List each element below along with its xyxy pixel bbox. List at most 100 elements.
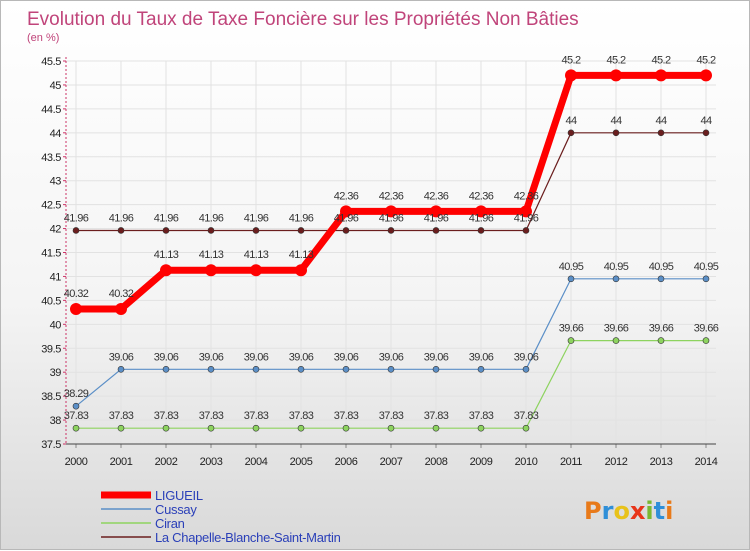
data-label: 44 <box>610 115 622 127</box>
series-lines <box>70 69 712 432</box>
data-point <box>297 366 305 373</box>
x-tick-label: 2000 <box>65 456 88 468</box>
x-tick-label: 2001 <box>110 456 133 468</box>
data-label: 39.06 <box>469 351 494 363</box>
data-label: 41.13 <box>244 249 269 261</box>
x-tick-label: 2013 <box>650 456 673 468</box>
x-tick-label: 2012 <box>605 456 628 468</box>
data-label: 41.96 <box>199 212 224 224</box>
x-tick-label: 2003 <box>200 456 223 468</box>
data-point <box>117 366 125 373</box>
data-label: 45.2 <box>561 54 580 66</box>
data-label: 41.13 <box>289 249 314 261</box>
data-point <box>252 366 260 373</box>
x-tick-label: 2005 <box>290 456 313 468</box>
data-label: 44 <box>655 115 667 127</box>
x-tick-label: 2009 <box>470 456 493 468</box>
legend-item: LIGUEIL <box>101 488 203 503</box>
data-point <box>387 424 395 432</box>
data-point <box>520 205 532 218</box>
data-label: 37.83 <box>199 410 224 422</box>
data-label: 39.06 <box>199 351 224 363</box>
legend-item: Cussay <box>101 502 198 517</box>
data-point <box>207 366 215 373</box>
legend-item: La Chapelle-Blanche-Saint-Martin <box>101 530 341 545</box>
data-label: 40.95 <box>694 261 719 273</box>
data-label: 41.96 <box>469 212 494 224</box>
data-point <box>700 69 712 82</box>
data-label: 41.96 <box>244 212 269 224</box>
data-label: 42.36 <box>334 190 359 202</box>
data-point <box>610 69 622 82</box>
data-point <box>117 227 125 234</box>
y-tick-label: 41 <box>50 271 62 283</box>
data-point <box>387 366 395 373</box>
data-label: 37.83 <box>334 410 359 422</box>
data-point <box>655 69 667 82</box>
data-label: 37.83 <box>154 410 179 422</box>
y-tick-label: 40 <box>50 319 62 331</box>
data-label: 39.06 <box>424 351 449 363</box>
data-point <box>477 424 485 432</box>
y-tick-label: 37.5 <box>41 439 61 451</box>
legend-label: Ciran <box>155 516 185 531</box>
legend-label: La Chapelle-Blanche-Saint-Martin <box>155 530 341 545</box>
y-tick-label: 44 <box>50 128 62 140</box>
data-point <box>162 227 170 234</box>
y-tick-label: 39 <box>50 367 62 379</box>
data-label: 37.83 <box>424 410 449 422</box>
data-label: 39.06 <box>334 351 359 363</box>
data-point <box>477 227 485 234</box>
data-label: 38.29 <box>64 388 89 400</box>
data-point <box>342 227 350 234</box>
series-ligueil <box>70 69 712 315</box>
data-point <box>432 227 440 234</box>
data-label: 40.32 <box>64 288 89 300</box>
data-label: 37.83 <box>469 410 494 422</box>
data-label: 39.06 <box>244 351 269 363</box>
legend-label: LIGUEIL <box>155 488 203 503</box>
data-point <box>252 227 260 234</box>
data-point <box>252 424 260 432</box>
data-point <box>657 337 665 344</box>
data-point <box>387 227 395 234</box>
data-label: 45.2 <box>696 54 715 66</box>
y-tick-label: 41.5 <box>41 248 61 260</box>
series-ciran <box>72 337 710 432</box>
logo-letter: i <box>645 497 653 525</box>
data-label: 41.96 <box>424 212 449 224</box>
data-point <box>70 302 82 315</box>
data-label: 39.06 <box>154 351 179 363</box>
data-label: 41.96 <box>514 212 539 224</box>
data-point <box>702 129 710 137</box>
data-label: 39.66 <box>649 323 674 335</box>
data-label: 42.36 <box>424 190 449 202</box>
y-tick-label: 38 <box>50 415 62 427</box>
data-label: 41.96 <box>289 212 314 224</box>
data-point <box>522 227 530 234</box>
data-point <box>207 227 215 234</box>
data-label: 42.36 <box>379 190 404 202</box>
data-point <box>522 366 530 373</box>
data-point <box>162 366 170 373</box>
data-point <box>612 275 620 283</box>
data-label: 39.66 <box>559 323 584 335</box>
x-tick-label: 2010 <box>515 456 538 468</box>
logo-letter: i <box>665 497 673 525</box>
logo-letter: P <box>584 497 602 525</box>
data-point <box>205 264 217 277</box>
logo-letter: r <box>602 497 614 525</box>
logo-letter: t <box>654 497 665 525</box>
data-point <box>565 69 577 82</box>
y-tick-label: 44.5 <box>41 104 61 116</box>
data-label: 41.13 <box>154 249 179 261</box>
data-label: 37.83 <box>514 410 539 422</box>
data-point <box>657 275 665 283</box>
data-label: 41.96 <box>379 212 404 224</box>
y-tick-label: 45.5 <box>41 56 61 68</box>
y-tick-label: 43 <box>50 176 62 188</box>
data-label: 40.95 <box>604 261 629 273</box>
data-point <box>340 205 352 218</box>
